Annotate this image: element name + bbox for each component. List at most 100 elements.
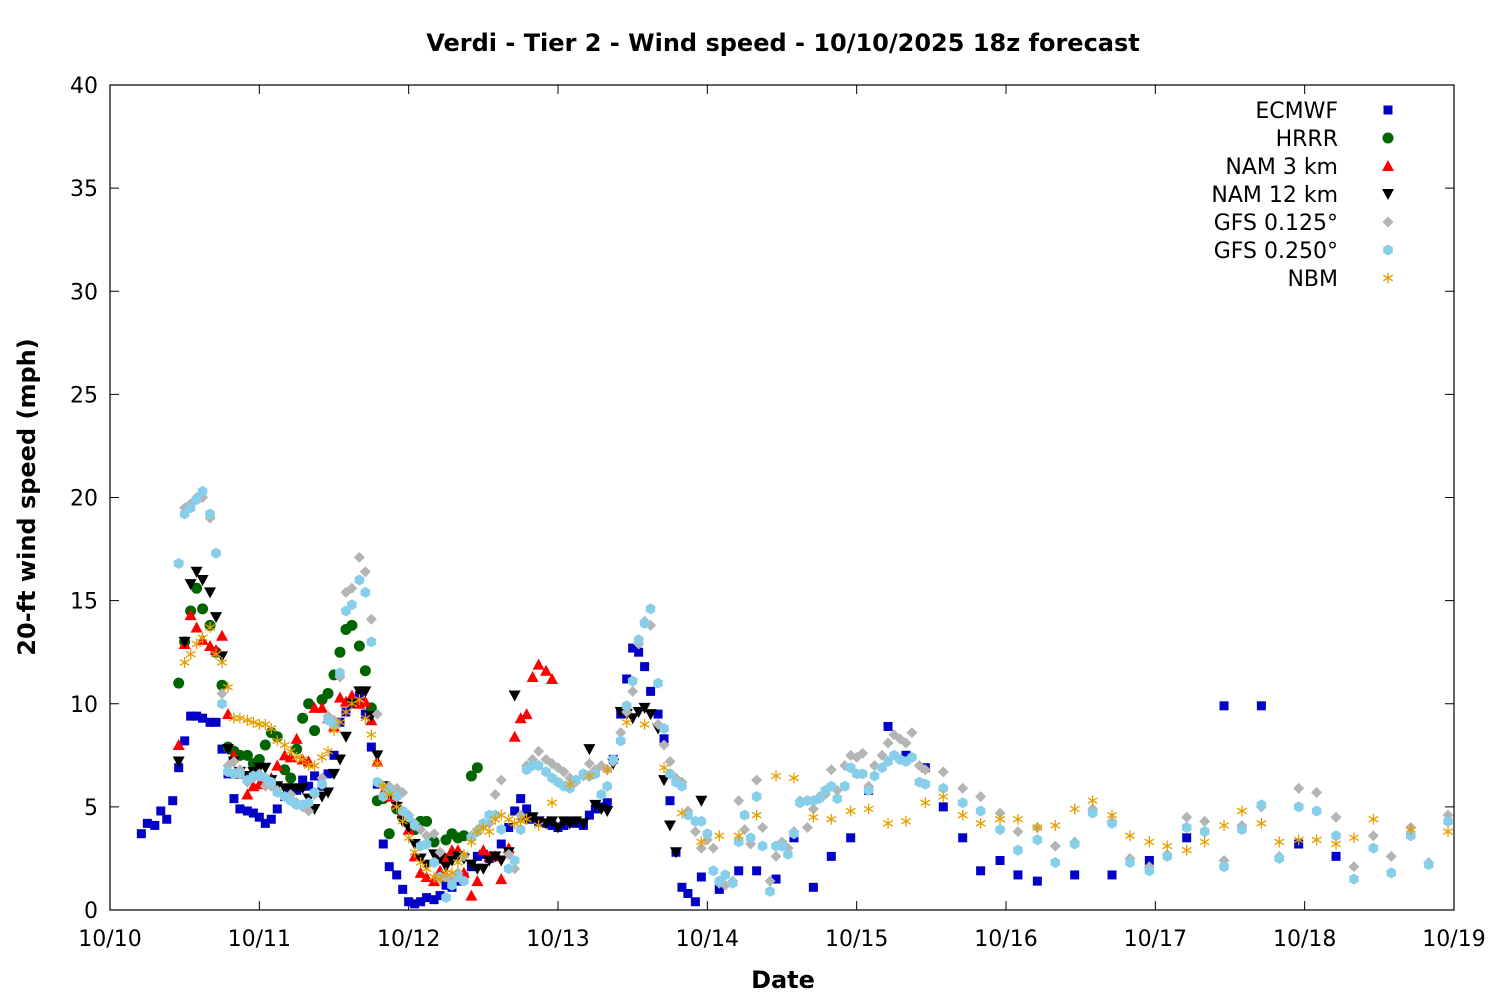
point-nbm-stroke bbox=[216, 659, 228, 666]
point-ecmwf bbox=[665, 796, 675, 806]
point-nbm bbox=[204, 621, 216, 633]
point-ecmwf bbox=[323, 769, 333, 779]
point-nbm-stroke bbox=[478, 824, 489, 831]
y-tick-label: 5 bbox=[84, 796, 98, 821]
point-nbm bbox=[484, 826, 495, 838]
point-nbm-stroke bbox=[1069, 805, 1080, 813]
x-tick-label: 10/14 bbox=[676, 927, 739, 952]
point-ecmwf bbox=[392, 870, 402, 880]
point-nbm bbox=[733, 830, 744, 842]
point-nbm bbox=[297, 753, 308, 765]
point-nbm bbox=[920, 797, 931, 809]
point-ecmwf bbox=[422, 893, 432, 903]
point-nam-12-km bbox=[577, 818, 590, 830]
point-nam-12-km bbox=[184, 579, 197, 591]
point-gfs-0-250 bbox=[683, 809, 693, 821]
point-nam-12-km bbox=[259, 762, 272, 774]
point-nbm-stroke bbox=[509, 820, 520, 827]
point-nam-3-km bbox=[216, 629, 228, 641]
legend-label-gfs-0-125: GFS 0.125° bbox=[1214, 211, 1338, 236]
point-gfs-0-125 bbox=[906, 727, 918, 739]
point-gfs-0-125 bbox=[558, 766, 570, 778]
point-ecmwf bbox=[174, 763, 184, 773]
point-nbm-stroke bbox=[696, 838, 707, 846]
point-nbm bbox=[391, 801, 402, 813]
point-hrrr bbox=[428, 836, 440, 848]
point-nbm-stroke bbox=[297, 756, 308, 763]
point-nbm-stroke bbox=[285, 747, 296, 755]
point-nbm bbox=[676, 807, 688, 819]
point-gfs-0-250 bbox=[421, 838, 432, 850]
point-nam-12-km bbox=[210, 612, 223, 624]
point-nam-12-km bbox=[664, 820, 676, 832]
point-gfs-0-125 bbox=[489, 789, 501, 800]
point-gfs-0-250 bbox=[272, 786, 282, 798]
point-gfs-0-250 bbox=[515, 824, 526, 836]
point-nbm bbox=[808, 811, 819, 823]
point-gfs-0-250 bbox=[392, 791, 402, 803]
point-nbm-stroke bbox=[1218, 822, 1230, 829]
point-nbm bbox=[285, 745, 296, 757]
y-tick-label: 0 bbox=[84, 899, 98, 924]
series-nbm bbox=[179, 621, 1454, 885]
legend-marker-nbm bbox=[1382, 272, 1394, 284]
point-nam-12-km bbox=[483, 855, 496, 867]
y-axis-label: 20-ft wind speed (mph) bbox=[13, 338, 41, 655]
point-ecmwf bbox=[734, 866, 744, 876]
point-gfs-0-125 bbox=[359, 566, 371, 578]
point-nbm bbox=[1442, 826, 1454, 838]
point-nbm-stroke bbox=[975, 820, 986, 827]
point-gfs-0-125 bbox=[764, 875, 776, 887]
point-gfs-0-125 bbox=[1012, 826, 1024, 838]
point-gfs-0-250 bbox=[211, 547, 221, 559]
point-gfs-0-125 bbox=[228, 756, 240, 767]
point-nbm bbox=[1330, 838, 1342, 850]
point-hrrr bbox=[334, 646, 346, 658]
point-nam-12-km bbox=[190, 566, 203, 578]
point-nbm-stroke bbox=[234, 714, 246, 722]
point-gfs-0-250 bbox=[645, 603, 656, 615]
point-nbm-stroke bbox=[1199, 838, 1210, 846]
point-gfs-0-250 bbox=[832, 793, 842, 805]
point-gfs-0-250 bbox=[702, 828, 713, 840]
point-nbm bbox=[210, 648, 222, 660]
point-gfs-0-125 bbox=[1311, 786, 1323, 798]
point-gfs-0-250 bbox=[639, 617, 650, 629]
point-gfs-0-250 bbox=[627, 675, 638, 687]
point-nbm-stroke bbox=[564, 780, 576, 788]
point-nbm bbox=[372, 758, 383, 770]
point-gfs-0-125 bbox=[1293, 782, 1305, 794]
point-gfs-0-125 bbox=[1049, 840, 1061, 852]
point-gfs-0-250 bbox=[665, 768, 675, 780]
point-nam-12-km bbox=[632, 707, 645, 718]
point-nam-3-km bbox=[546, 673, 559, 684]
point-ecmwf bbox=[634, 647, 644, 657]
point-gfs-0-250 bbox=[714, 875, 724, 887]
point-gfs-0-250 bbox=[869, 770, 880, 782]
point-nam-12-km bbox=[216, 651, 228, 663]
point-nbm-stroke bbox=[272, 737, 283, 745]
point-nbm bbox=[957, 809, 968, 821]
point-nbm bbox=[826, 813, 837, 825]
point-gfs-0-125 bbox=[371, 708, 383, 720]
point-gfs-0-250 bbox=[541, 766, 551, 778]
point-nbm-stroke bbox=[378, 782, 389, 790]
point-gfs-0-250 bbox=[1050, 857, 1060, 869]
point-nbm-stroke bbox=[1274, 838, 1285, 846]
point-gfs-0-125 bbox=[994, 807, 1006, 819]
point-nbm-stroke bbox=[266, 725, 277, 732]
point-ecmwf bbox=[883, 721, 893, 731]
point-nam-12-km bbox=[583, 744, 596, 756]
point-gfs-0-125 bbox=[627, 685, 639, 697]
x-tick-label: 10/18 bbox=[1273, 927, 1336, 952]
point-nam-12-km bbox=[408, 839, 421, 850]
point-gfs-0-125 bbox=[1199, 815, 1211, 827]
point-gfs-0-250 bbox=[863, 784, 874, 796]
point-gfs-0-250 bbox=[1125, 857, 1135, 869]
point-nbm-stroke bbox=[1348, 834, 1360, 842]
point-ecmwf bbox=[272, 804, 282, 814]
point-nbm-stroke bbox=[1032, 824, 1043, 831]
point-ecmwf bbox=[826, 851, 836, 861]
y-tick-label: 40 bbox=[70, 74, 98, 99]
point-gfs-0-250 bbox=[571, 774, 581, 786]
